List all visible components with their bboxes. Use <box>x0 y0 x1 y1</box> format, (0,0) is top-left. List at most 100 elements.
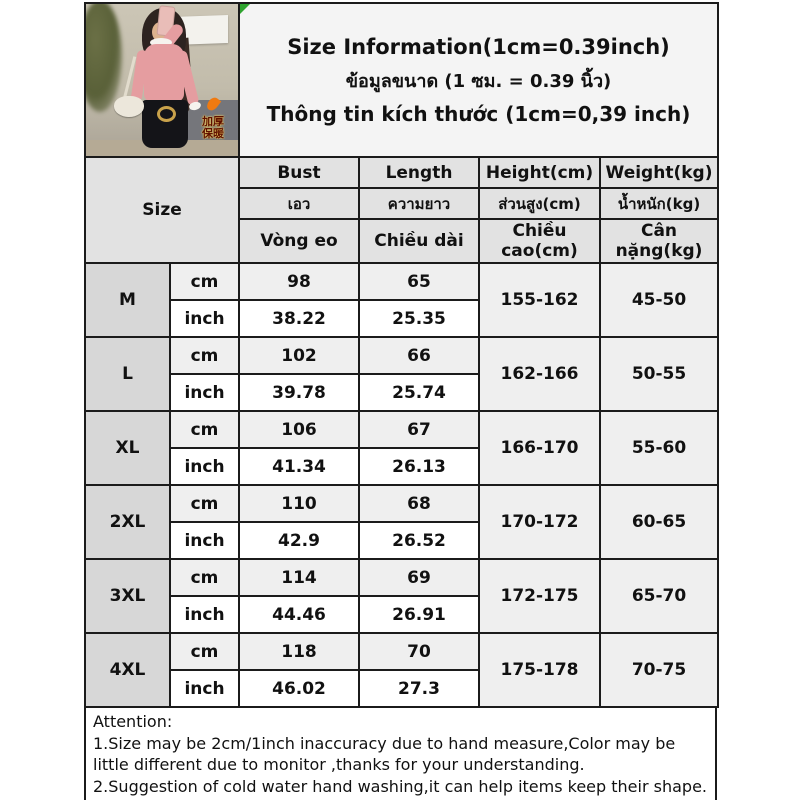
col-header-length-th: ความยาว <box>358 187 480 220</box>
length-cm-value: 67 <box>358 410 480 449</box>
length-inch-value: 26.13 <box>358 447 480 486</box>
size-label: L <box>84 336 171 412</box>
height-value: 162-166 <box>478 336 601 412</box>
weight-value: 50-55 <box>598 336 720 412</box>
attention-note-1: 1.Size may be 2cm/1inch inaccuracy due t… <box>93 733 676 775</box>
size-label: 3XL <box>84 558 171 634</box>
unit-label-cm: cm <box>169 262 240 301</box>
length-inch-value: 26.52 <box>358 521 480 560</box>
badge-text: 加厚 <box>202 115 224 129</box>
table-row-m-inch: inch 38.22 25.35 <box>85 299 718 338</box>
bust-cm-value: 114 <box>238 558 360 597</box>
weight-value: 45-50 <box>598 262 720 338</box>
height-value: 172-175 <box>478 558 601 634</box>
col-header-weight-th: น้ำหนัก(kg) <box>598 187 720 220</box>
col-header-bust-th: เอว <box>238 187 360 220</box>
length-cm-value: 70 <box>358 632 480 671</box>
product-photo: 加厚 保暖 <box>87 5 237 155</box>
unit-label-inch: inch <box>169 669 240 708</box>
size-label: 2XL <box>84 484 171 560</box>
bust-inch-value: 38.22 <box>238 299 360 338</box>
length-cm-value: 69 <box>358 558 480 597</box>
unit-label-cm: cm <box>169 632 240 671</box>
title-vietnamese: Thông tin kích thước (1cm=0,39 inch) <box>266 101 691 126</box>
top-block-row: 加厚 保暖 Size Information(1cm=0.39inch) ข้อ… <box>84 2 720 158</box>
length-inch-value: 25.35 <box>358 299 480 338</box>
plant-decoration <box>87 5 122 112</box>
unit-label-inch: inch <box>169 595 240 634</box>
length-cm-value: 65 <box>358 262 480 301</box>
unit-label-cm: cm <box>169 484 240 523</box>
title-cell: Size Information(1cm=0.39inch) ข้อมูลขนา… <box>237 2 720 158</box>
unit-label-cm: cm <box>169 336 240 375</box>
title-thai: ข้อมูลขนาด (1 ซม. = 0.39 นิ้ว) <box>345 70 612 92</box>
col-header-height-th: ส่วนสูง(cm) <box>478 187 601 220</box>
size-label: 4XL <box>84 632 171 708</box>
bust-cm-value: 98 <box>238 262 360 301</box>
col-header-bust-en: Bust <box>238 156 360 189</box>
bust-inch-value: 46.02 <box>238 669 360 708</box>
badge-text: 保暖 <box>202 127 224 140</box>
title-stack: Size Information(1cm=0.39inch) ข้อมูลขนา… <box>241 5 716 155</box>
handbag <box>114 96 144 117</box>
length-inch-value: 26.91 <box>358 595 480 634</box>
height-value: 170-172 <box>478 484 601 560</box>
bust-inch-value: 39.78 <box>238 373 360 412</box>
length-inch-value: 25.74 <box>358 373 480 412</box>
table-row-2xl-inch: inch 42.9 26.52 <box>85 521 718 560</box>
unit-label-cm: cm <box>169 410 240 449</box>
header-row-english: Size Bust Length Height(cm) Weight(kg) <box>84 156 720 264</box>
table-row-l-cm: L cm 102 66 162-166 50-55 <box>84 336 720 412</box>
attention-box: Attention: 1.Size may be 2cm/1inch inacc… <box>84 708 717 800</box>
bust-inch-value: 41.34 <box>238 447 360 486</box>
size-label: M <box>84 262 171 338</box>
table-row-4xl-cm: 4XL cm 118 70 175-178 70-75 <box>84 632 720 708</box>
height-value: 155-162 <box>478 262 601 338</box>
col-header-height-en: Height(cm) <box>478 156 601 189</box>
bust-cm-value: 102 <box>238 336 360 375</box>
unit-label-cm: cm <box>169 558 240 597</box>
unit-label-inch: inch <box>169 521 240 560</box>
weight-value: 55-60 <box>598 410 720 486</box>
col-header-bust-vi: Vòng eo <box>238 218 360 264</box>
header-row-vietnamese: Vòng eo Chiều dài Chiều cao(cm) Cân nặng… <box>85 218 720 264</box>
length-cm-value: 68 <box>358 484 480 523</box>
attention-note-2: 2.Suggestion of cold water hand washing,… <box>93 776 707 796</box>
bust-inch-value: 44.46 <box>238 595 360 634</box>
weight-value: 65-70 <box>598 558 720 634</box>
weight-value: 60-65 <box>598 484 720 560</box>
length-cm-value: 66 <box>358 336 480 375</box>
col-header-length-vi: Chiều dài <box>358 218 480 264</box>
title-english: Size Information(1cm=0.39inch) <box>287 34 670 59</box>
unit-label-inch: inch <box>169 447 240 486</box>
col-header-length-en: Length <box>358 156 480 189</box>
attention-heading: Attention: <box>93 712 173 731</box>
weight-value: 70-75 <box>598 632 720 708</box>
table-row-xl-cm: XL cm 106 67 166-170 55-60 <box>84 410 720 486</box>
warm-flame-badge: 加厚 保暖 <box>190 104 236 152</box>
unit-label-inch: inch <box>169 373 240 412</box>
table-row-4xl-inch: inch 46.02 27.3 <box>85 669 718 708</box>
height-value: 166-170 <box>478 410 601 486</box>
bust-cm-value: 106 <box>238 410 360 449</box>
length-inch-value: 27.3 <box>358 669 480 708</box>
product-photo-cell: 加厚 保暖 <box>84 2 240 158</box>
bust-cm-value: 110 <box>238 484 360 523</box>
unit-label-inch: inch <box>169 299 240 338</box>
col-header-weight-vi: Cân nặng(kg) <box>598 218 720 264</box>
belt-buckle <box>157 106 176 122</box>
size-label: XL <box>84 410 171 486</box>
size-table: 加厚 保暖 Size Information(1cm=0.39inch) ข้อ… <box>84 2 720 708</box>
height-value: 175-178 <box>478 632 601 708</box>
table-row-xl-inch: inch 41.34 26.13 <box>85 447 718 486</box>
table-row-3xl-inch: inch 44.46 26.91 <box>85 595 718 634</box>
green-corner-marker-icon <box>241 5 250 14</box>
ruffle-collar <box>150 38 172 47</box>
bust-cm-value: 118 <box>238 632 360 671</box>
col-header-weight-en: Weight(kg) <box>598 156 720 189</box>
table-row-m-cm: M cm 98 65 155-162 45-50 <box>84 262 720 338</box>
table-row-3xl-cm: 3XL cm 114 69 172-175 65-70 <box>84 558 720 634</box>
size-header: Size <box>84 156 240 264</box>
col-header-height-vi: Chiều cao(cm) <box>478 218 601 264</box>
